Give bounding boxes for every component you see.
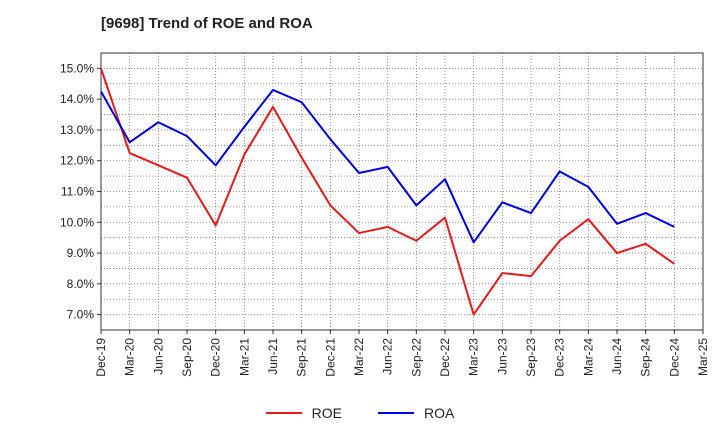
x-tick-label: Mar-21 bbox=[237, 338, 251, 376]
x-tick-label: Dec-23 bbox=[553, 338, 567, 377]
y-axis-ticks: 7.0% 8.0% 9.0% 10.0% 11.0% 12.0% 13.0% 14.0% 15.… bbox=[60, 61, 101, 322]
x-tick-label: Dec-22 bbox=[438, 338, 452, 377]
legend-swatch-roe bbox=[265, 412, 302, 414]
y-tick-label: 10.0% bbox=[60, 215, 94, 229]
x-tick-label: Sep-23 bbox=[524, 338, 538, 377]
y-tick-label: 11.0% bbox=[61, 185, 94, 199]
y-tick-label: 12.0% bbox=[60, 154, 94, 168]
y-tick-label: 13.0% bbox=[60, 123, 94, 137]
x-tick-label: Mar-23 bbox=[467, 338, 481, 376]
legend-swatch-roa bbox=[378, 412, 414, 414]
x-tick-label: Sep-20 bbox=[180, 338, 194, 377]
legend-label-roa: ROA bbox=[424, 405, 455, 421]
x-tick-label: Jun-23 bbox=[495, 338, 509, 375]
x-tick-label: Sep-22 bbox=[409, 338, 423, 377]
x-tick-label: Sep-21 bbox=[295, 338, 309, 377]
chart-title: [9698] Trend of ROE and ROA bbox=[101, 15, 313, 32]
x-tick-label: Dec-19 bbox=[94, 338, 108, 377]
x-axis-ticks: Dec-19 Mar-20 Jun-20 Sep-20 Dec-20 Mar-21 Jun-… bbox=[94, 330, 710, 377]
x-tick-label: Jun-21 bbox=[266, 338, 280, 375]
y-tick-label: 7.0% bbox=[67, 308, 95, 322]
legend-label-roe: ROE bbox=[311, 405, 342, 421]
x-tick-label: Mar-25 bbox=[696, 338, 710, 376]
x-tick-label: Dec-24 bbox=[667, 338, 681, 377]
x-tick-label: Jun-20 bbox=[151, 338, 165, 375]
legend: ROE ROA bbox=[0, 405, 720, 421]
x-tick-label: Mar-24 bbox=[581, 338, 595, 376]
x-tick-label: Dec-20 bbox=[209, 338, 223, 377]
x-tick-label: Sep-24 bbox=[639, 338, 653, 377]
x-tick-label: Mar-20 bbox=[123, 338, 137, 376]
x-tick-label: Mar-22 bbox=[352, 338, 366, 376]
x-tick-label: Jun-22 bbox=[381, 338, 395, 375]
legend-item-roa: ROA bbox=[378, 405, 454, 421]
x-tick-label: Jun-24 bbox=[610, 338, 624, 375]
y-tick-label: 14.0% bbox=[60, 92, 94, 106]
y-tick-label: 15.0% bbox=[60, 61, 94, 75]
y-tick-label: 9.0% bbox=[67, 246, 95, 260]
grid-lines bbox=[100, 53, 704, 330]
y-tick-label: 8.0% bbox=[67, 277, 95, 291]
x-tick-label: Dec-21 bbox=[323, 338, 337, 377]
series-lines bbox=[100, 68, 675, 316]
legend-item-roe: ROE bbox=[265, 405, 342, 421]
